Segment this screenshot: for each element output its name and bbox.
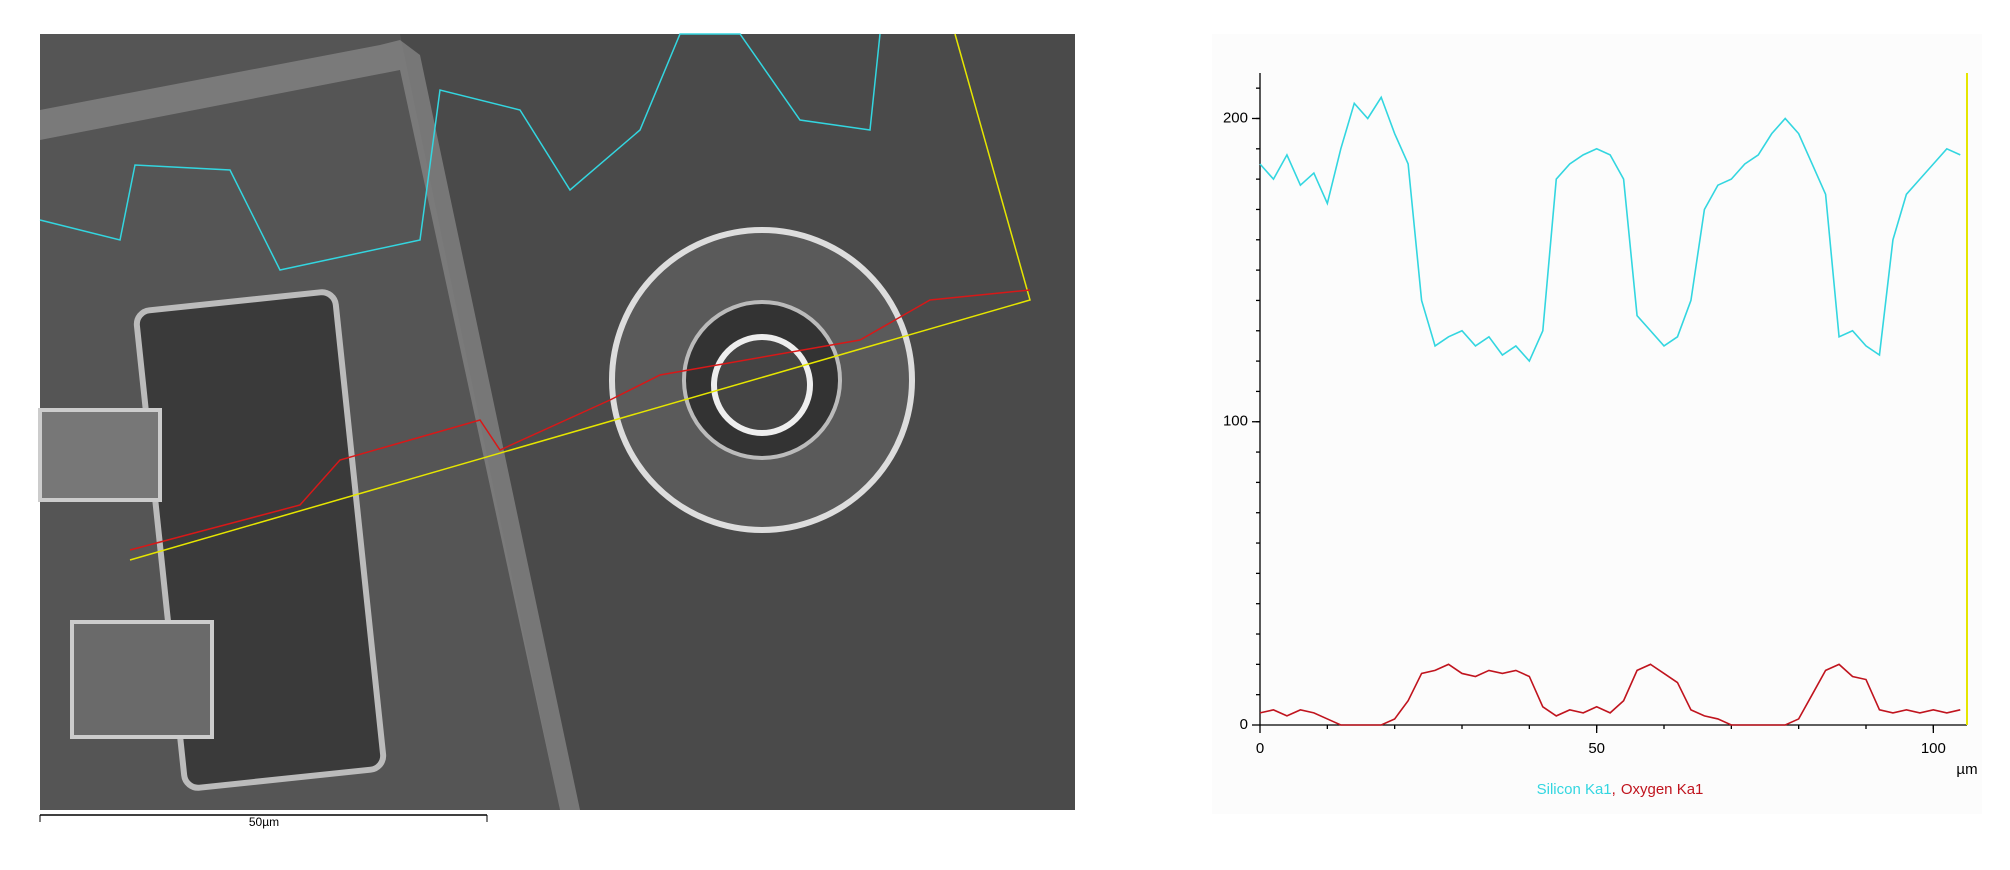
legend-separator: , xyxy=(1612,781,1616,798)
x-axis-unit: µm xyxy=(1956,761,1977,778)
legend-entry: Silicon Ka1 xyxy=(1537,781,1612,798)
x-tick-label: 100 xyxy=(1921,740,1946,757)
legend-entry: Oxygen Ka1 xyxy=(1621,781,1704,798)
x-tick-label: 50 xyxy=(1588,740,1605,757)
series-line xyxy=(1259,663,1961,726)
scale-bar-label: 50µm xyxy=(249,815,279,829)
scale-bar: 50µm xyxy=(39,814,488,829)
series-line xyxy=(1259,95,1961,363)
y-tick-label: 100 xyxy=(1223,413,1248,430)
legend: Silicon Ka1, Oxygen Ka1 xyxy=(1537,781,1704,798)
y-tick-label: 0 xyxy=(1240,716,1248,733)
y-tick-label: 200 xyxy=(1223,109,1248,126)
eds-line-chart: µm Silicon Ka1, Oxygen Ka1 0 100 200 0 50 100 xyxy=(1212,34,1982,814)
sem-image xyxy=(38,33,1075,810)
x-tick-label: 0 xyxy=(1256,740,1264,757)
